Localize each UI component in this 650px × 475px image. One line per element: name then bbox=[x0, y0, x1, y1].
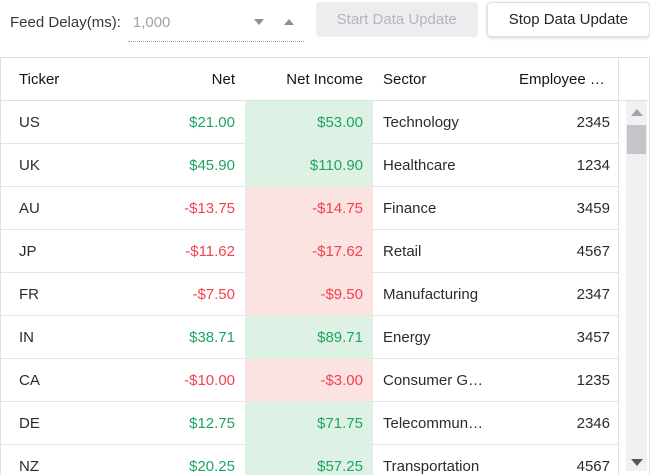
spin-down-icon[interactable] bbox=[252, 15, 266, 29]
feed-delay-input[interactable]: 1,000 bbox=[127, 3, 304, 42]
ticker-cell[interactable]: FR bbox=[1, 273, 133, 316]
net-income-cell[interactable]: $71.75 bbox=[245, 402, 373, 445]
employee-count-cell[interactable]: 2345 bbox=[509, 101, 619, 144]
ticker-cell[interactable]: US bbox=[1, 101, 133, 144]
table-row: CA -$10.00 -$3.00 Consumer G… 1235 bbox=[1, 359, 649, 402]
ticker-cell[interactable]: JP bbox=[1, 230, 133, 273]
column-header-sector[interactable]: Sector bbox=[373, 58, 509, 101]
sector-cell[interactable]: Manufacturing bbox=[373, 273, 509, 316]
table-row: US $21.00 $53.00 Technology 2345 bbox=[1, 101, 649, 144]
sector-cell[interactable]: Retail bbox=[373, 230, 509, 273]
net-income-cell[interactable]: $53.00 bbox=[245, 101, 373, 144]
net-cell[interactable]: $12.75 bbox=[133, 402, 245, 445]
column-header-ticker[interactable]: Ticker bbox=[1, 58, 133, 101]
start-data-update-button[interactable]: Start Data Update bbox=[315, 2, 478, 37]
sector-cell[interactable]: Technology bbox=[373, 101, 509, 144]
table-row: DE $12.75 $71.75 Telecommun… 2346 bbox=[1, 402, 649, 445]
sector-cell[interactable]: Transportation bbox=[373, 445, 509, 475]
net-income-cell[interactable]: -$14.75 bbox=[245, 187, 373, 230]
net-income-cell[interactable]: $57.25 bbox=[245, 445, 373, 475]
feed-delay-value[interactable]: 1,000 bbox=[132, 13, 171, 31]
sector-cell[interactable]: Telecommun… bbox=[373, 402, 509, 445]
stop-data-update-button[interactable]: Stop Data Update bbox=[486, 2, 650, 37]
net-cell[interactable]: $20.25 bbox=[133, 445, 245, 475]
net-cell[interactable]: -$11.62 bbox=[133, 230, 245, 273]
sector-cell[interactable]: Finance bbox=[373, 187, 509, 230]
triangle-up-icon bbox=[630, 109, 643, 116]
scrollbar-thumb[interactable] bbox=[627, 125, 646, 154]
net-cell[interactable]: $21.00 bbox=[133, 101, 245, 144]
header-filler bbox=[619, 58, 649, 101]
table-row: JP -$11.62 -$17.62 Retail 4567 bbox=[1, 230, 649, 273]
net-income-cell[interactable]: $110.90 bbox=[245, 144, 373, 187]
ticker-cell[interactable]: UK bbox=[1, 144, 133, 187]
table-row: FR -$7.50 -$9.50 Manufacturing 2347 bbox=[1, 273, 649, 316]
spin-up-icon[interactable] bbox=[282, 15, 296, 29]
feed-delay-label: Feed Delay(ms): bbox=[10, 14, 121, 31]
net-income-cell[interactable]: -$17.62 bbox=[245, 230, 373, 273]
net-cell[interactable]: -$10.00 bbox=[133, 359, 245, 402]
employee-count-cell[interactable]: 4567 bbox=[509, 445, 619, 475]
table-row: UK $45.90 $110.90 Healthcare 1234 bbox=[1, 144, 649, 187]
vertical-scrollbar[interactable] bbox=[626, 101, 647, 471]
employee-count-cell[interactable]: 3457 bbox=[509, 316, 619, 359]
scroll-up-icon[interactable] bbox=[626, 109, 647, 116]
triangle-up-icon bbox=[283, 19, 294, 25]
net-income-cell[interactable]: $89.71 bbox=[245, 316, 373, 359]
ticker-cell[interactable]: DE bbox=[1, 402, 133, 445]
employee-count-cell[interactable]: 2347 bbox=[509, 273, 619, 316]
net-cell[interactable]: $38.71 bbox=[133, 316, 245, 359]
table-row: NZ $20.25 $57.25 Transportation 4567 bbox=[1, 445, 649, 475]
employee-count-cell[interactable]: 4567 bbox=[509, 230, 619, 273]
table-row: AU -$13.75 -$14.75 Finance 3459 bbox=[1, 187, 649, 230]
column-header-net[interactable]: Net bbox=[133, 58, 245, 101]
data-grid: Ticker Net Net Income Sector Employee Co… bbox=[0, 57, 650, 475]
ticker-cell[interactable]: IN bbox=[1, 316, 133, 359]
employee-count-cell[interactable]: 2346 bbox=[509, 402, 619, 445]
toolbar: Feed Delay(ms): 1,000 Start Data Update … bbox=[0, 0, 650, 57]
net-cell[interactable]: -$13.75 bbox=[133, 187, 245, 230]
triangle-down-icon bbox=[253, 19, 264, 25]
employee-count-cell[interactable]: 1234 bbox=[509, 144, 619, 187]
scroll-down-icon[interactable] bbox=[626, 459, 647, 466]
net-cell[interactable]: -$7.50 bbox=[133, 273, 245, 316]
ticker-cell[interactable]: NZ bbox=[1, 445, 133, 475]
ticker-cell[interactable]: CA bbox=[1, 359, 133, 402]
net-income-cell[interactable]: -$3.00 bbox=[245, 359, 373, 402]
sector-cell[interactable]: Energy bbox=[373, 316, 509, 359]
triangle-down-icon bbox=[630, 459, 643, 466]
employee-count-cell[interactable]: 1235 bbox=[509, 359, 619, 402]
column-header-employee-count[interactable]: Employee Co… bbox=[509, 58, 619, 101]
column-header-net-income[interactable]: Net Income bbox=[245, 58, 373, 101]
data-table: Ticker Net Net Income Sector Employee Co… bbox=[1, 58, 649, 475]
employee-count-cell[interactable]: 3459 bbox=[509, 187, 619, 230]
net-cell[interactable]: $45.90 bbox=[133, 144, 245, 187]
sector-cell[interactable]: Consumer G… bbox=[373, 359, 509, 402]
ticker-cell[interactable]: AU bbox=[1, 187, 133, 230]
sector-cell[interactable]: Healthcare bbox=[373, 144, 509, 187]
table-row: IN $38.71 $89.71 Energy 3457 bbox=[1, 316, 649, 359]
header-row: Ticker Net Net Income Sector Employee Co… bbox=[1, 58, 649, 101]
net-income-cell[interactable]: -$9.50 bbox=[245, 273, 373, 316]
